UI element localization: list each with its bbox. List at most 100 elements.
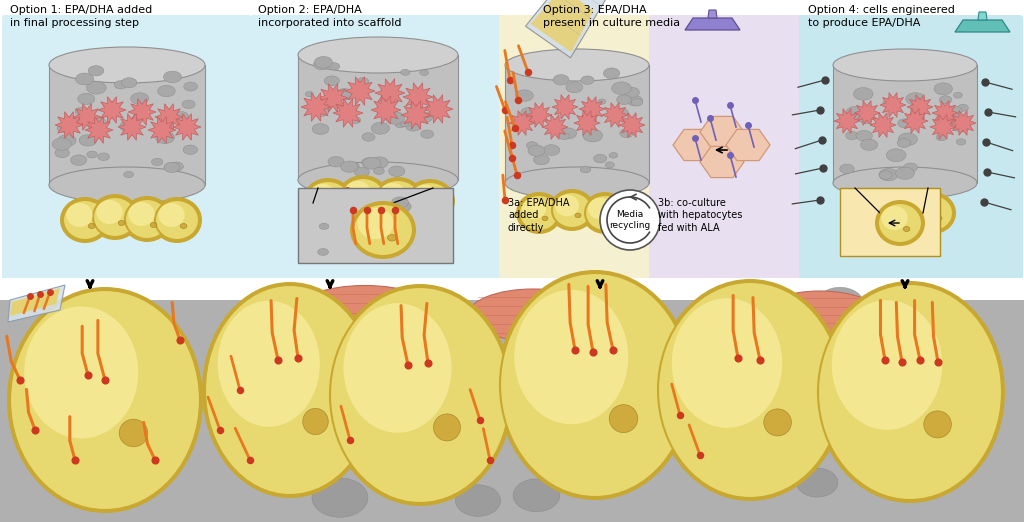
Polygon shape xyxy=(333,99,362,127)
Polygon shape xyxy=(298,55,458,180)
Polygon shape xyxy=(542,115,568,139)
Ellipse shape xyxy=(329,63,340,70)
Ellipse shape xyxy=(859,116,872,124)
Ellipse shape xyxy=(393,200,411,212)
Ellipse shape xyxy=(516,192,562,234)
Ellipse shape xyxy=(362,157,381,169)
Ellipse shape xyxy=(614,108,628,117)
Ellipse shape xyxy=(904,163,918,172)
Polygon shape xyxy=(854,101,880,125)
FancyBboxPatch shape xyxy=(250,15,504,281)
Ellipse shape xyxy=(420,70,428,76)
Ellipse shape xyxy=(350,201,416,259)
Ellipse shape xyxy=(174,112,188,122)
Polygon shape xyxy=(403,82,433,111)
Ellipse shape xyxy=(122,78,137,88)
Ellipse shape xyxy=(903,213,909,218)
Polygon shape xyxy=(98,97,126,123)
Polygon shape xyxy=(10,288,60,316)
Polygon shape xyxy=(932,101,958,125)
Ellipse shape xyxy=(88,66,103,76)
Ellipse shape xyxy=(846,106,864,118)
Ellipse shape xyxy=(391,197,409,208)
Ellipse shape xyxy=(433,414,461,441)
Ellipse shape xyxy=(879,169,898,181)
Ellipse shape xyxy=(165,110,179,120)
Polygon shape xyxy=(880,92,906,117)
Ellipse shape xyxy=(549,189,595,231)
Polygon shape xyxy=(618,113,645,137)
Ellipse shape xyxy=(389,166,404,176)
Polygon shape xyxy=(318,84,348,112)
Ellipse shape xyxy=(818,284,1002,500)
FancyBboxPatch shape xyxy=(649,15,805,281)
Ellipse shape xyxy=(75,108,87,115)
Ellipse shape xyxy=(624,87,639,98)
Polygon shape xyxy=(401,101,431,129)
Ellipse shape xyxy=(155,200,199,240)
Ellipse shape xyxy=(400,69,410,75)
Ellipse shape xyxy=(57,124,71,133)
Ellipse shape xyxy=(514,290,629,424)
Ellipse shape xyxy=(500,273,690,497)
Ellipse shape xyxy=(870,216,876,221)
Ellipse shape xyxy=(846,132,858,140)
Ellipse shape xyxy=(353,204,413,256)
Ellipse shape xyxy=(505,167,649,199)
Ellipse shape xyxy=(939,96,952,104)
Ellipse shape xyxy=(883,195,907,216)
Ellipse shape xyxy=(953,92,963,98)
Polygon shape xyxy=(833,65,977,183)
Polygon shape xyxy=(85,117,113,144)
Ellipse shape xyxy=(298,37,458,73)
Ellipse shape xyxy=(856,130,872,141)
Ellipse shape xyxy=(916,198,940,219)
Ellipse shape xyxy=(152,158,163,165)
Ellipse shape xyxy=(317,248,329,255)
Polygon shape xyxy=(955,20,1010,32)
Ellipse shape xyxy=(396,243,409,251)
Polygon shape xyxy=(907,94,933,120)
Polygon shape xyxy=(345,77,375,105)
Ellipse shape xyxy=(882,206,907,230)
Polygon shape xyxy=(574,111,600,135)
Polygon shape xyxy=(685,18,740,30)
Ellipse shape xyxy=(847,195,887,231)
Ellipse shape xyxy=(416,112,432,123)
Ellipse shape xyxy=(119,220,125,226)
Ellipse shape xyxy=(158,86,175,97)
Polygon shape xyxy=(8,285,65,322)
FancyBboxPatch shape xyxy=(799,15,1023,281)
Polygon shape xyxy=(49,65,205,185)
Polygon shape xyxy=(423,94,453,123)
Ellipse shape xyxy=(906,93,925,105)
Polygon shape xyxy=(708,10,717,18)
Ellipse shape xyxy=(521,108,536,117)
Ellipse shape xyxy=(164,71,181,82)
Ellipse shape xyxy=(542,216,548,221)
Polygon shape xyxy=(73,104,101,130)
Ellipse shape xyxy=(78,93,95,104)
Ellipse shape xyxy=(370,243,383,252)
Ellipse shape xyxy=(924,411,951,438)
Ellipse shape xyxy=(115,80,127,89)
Polygon shape xyxy=(700,146,744,177)
Ellipse shape xyxy=(853,88,873,100)
Ellipse shape xyxy=(603,68,620,79)
Polygon shape xyxy=(602,103,628,127)
Ellipse shape xyxy=(374,168,384,174)
Ellipse shape xyxy=(910,192,956,234)
Ellipse shape xyxy=(898,133,918,146)
Ellipse shape xyxy=(555,195,579,216)
Ellipse shape xyxy=(468,289,598,341)
Ellipse shape xyxy=(877,189,923,231)
Polygon shape xyxy=(118,114,146,140)
Text: Media
recycling: Media recycling xyxy=(609,210,650,230)
Ellipse shape xyxy=(325,76,339,86)
Ellipse shape xyxy=(797,468,838,497)
Ellipse shape xyxy=(616,95,632,104)
Ellipse shape xyxy=(330,287,510,503)
Polygon shape xyxy=(579,97,605,121)
Ellipse shape xyxy=(341,178,385,216)
Ellipse shape xyxy=(608,216,614,221)
